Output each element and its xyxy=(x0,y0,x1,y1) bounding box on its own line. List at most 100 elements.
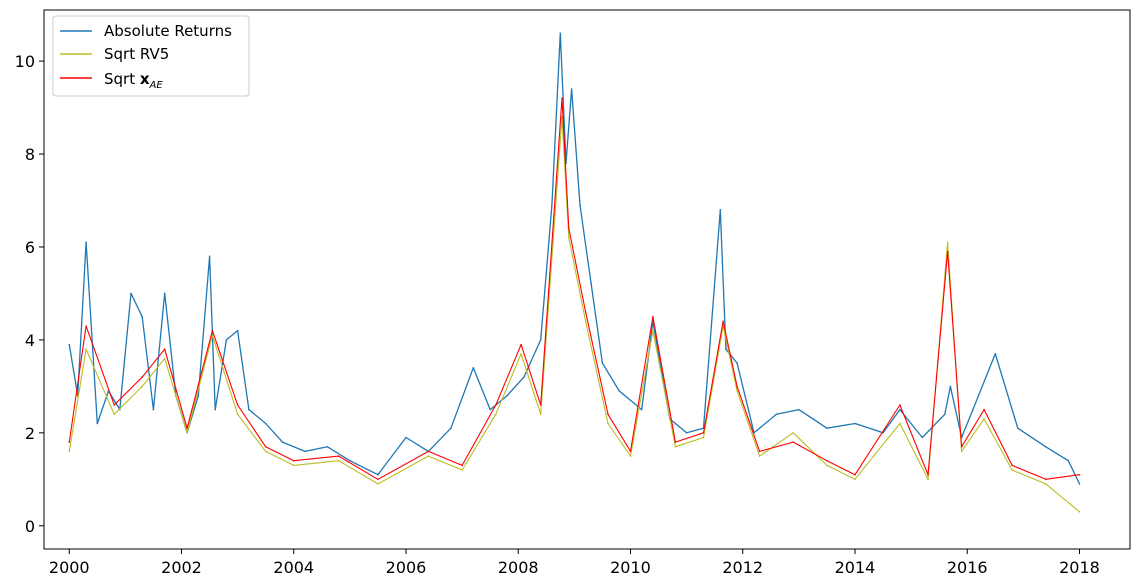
data-point-sqrt-x-ae xyxy=(1045,478,1047,481)
legend-box xyxy=(52,15,250,97)
x-tick-label-2014: 2014 xyxy=(835,558,876,577)
data-point-absolute-returns xyxy=(68,343,71,346)
data-point-sqrt-x-ae xyxy=(461,464,463,467)
data-point-sqrt-rv5 xyxy=(461,469,463,471)
legend-label-sqrt-rv5: Sqrt RV5 xyxy=(104,45,169,63)
data-point-absolute-returns xyxy=(944,413,946,416)
data-point-absolute-returns xyxy=(326,446,329,448)
x-tick-label-2010: 2010 xyxy=(610,558,651,577)
data-point-sqrt-x-ae xyxy=(211,329,214,332)
y-tick-label-4: 4 xyxy=(25,331,35,350)
data-point-sqrt-rv5 xyxy=(113,413,115,416)
data-point-sqrt-rv5 xyxy=(1078,511,1081,513)
data-point-absolute-returns xyxy=(96,422,99,425)
data-point-sqrt-rv5 xyxy=(186,432,188,434)
data-point-absolute-returns xyxy=(163,292,166,295)
data-point-absolute-returns xyxy=(921,436,924,439)
data-point-absolute-returns xyxy=(523,376,525,378)
x-tick-label-2004: 2004 xyxy=(273,558,314,577)
data-point-sqrt-rv5 xyxy=(141,385,143,388)
x-tick-label-2018: 2018 xyxy=(1059,558,1100,577)
data-point-sqrt-rv5 xyxy=(568,236,570,239)
x-tick-label-2008: 2008 xyxy=(498,558,539,577)
data-point-absolute-returns xyxy=(489,408,492,411)
data-point-sqrt-rv5 xyxy=(561,116,563,118)
data-point-sqrt-x-ae xyxy=(960,446,963,448)
y-tick-label-10: 10 xyxy=(15,52,35,71)
data-point-sqrt-rv5 xyxy=(377,483,379,485)
data-point-absolute-returns xyxy=(539,339,542,341)
x-tick-label-2000: 2000 xyxy=(49,558,90,577)
data-point-sqrt-rv5 xyxy=(983,418,985,420)
data-point-sqrt-rv5 xyxy=(236,413,239,416)
data-point-sqrt-rv5 xyxy=(211,334,214,337)
data-point-sqrt-x-ae xyxy=(68,441,71,443)
data-point-absolute-returns xyxy=(736,362,738,364)
data-point-absolute-returns xyxy=(640,408,643,411)
x-tick-label-2016: 2016 xyxy=(947,558,988,577)
data-point-absolute-returns xyxy=(225,339,228,341)
data-point-sqrt-x-ae xyxy=(854,473,856,476)
data-point-sqrt-rv5 xyxy=(68,450,71,453)
data-point-absolute-returns xyxy=(590,283,592,285)
data-point-sqrt-x-ae xyxy=(629,450,632,453)
y-tick-label-2: 2 xyxy=(25,424,35,443)
data-point-absolute-returns xyxy=(972,408,974,411)
axes-layer: 2000 2002 2004 2006 2008 2010 2012 2014 2016 2018… xyxy=(15,52,1100,577)
data-point-sqrt-x-ae xyxy=(607,413,609,416)
data-point-sqrt-x-ae xyxy=(377,478,379,481)
data-point-sqrt-x-ae xyxy=(520,343,522,346)
data-point-sqrt-rv5 xyxy=(674,446,677,448)
y-tick-label-0: 0 xyxy=(25,517,35,536)
data-point-sqrt-x-ae xyxy=(85,325,87,327)
data-point-absolute-returns xyxy=(899,408,901,411)
data-point-sqrt-rv5 xyxy=(1011,469,1013,471)
data-point-sqrt-x-ae xyxy=(946,250,949,253)
data-point-sqrt-rv5 xyxy=(960,450,963,453)
legend-label-sqrt-x-ae-bold: x xyxy=(140,70,150,88)
data-point-absolute-returns xyxy=(248,408,250,411)
data-point-sqrt-rv5 xyxy=(652,329,654,332)
data-point-absolute-returns xyxy=(236,329,239,332)
data-point-absolute-returns xyxy=(506,394,508,397)
data-point-absolute-returns xyxy=(208,255,211,258)
data-point-sqrt-x-ae xyxy=(722,320,724,323)
data-point-sqrt-x-ae xyxy=(568,227,570,230)
legend-label-sqrt-x-ae: Sqrt xAE xyxy=(104,70,163,91)
data-point-absolute-returns xyxy=(377,473,379,476)
data-point-absolute-returns xyxy=(618,390,621,392)
data-point-sqrt-x-ae xyxy=(927,473,929,476)
data-point-absolute-returns xyxy=(559,32,562,34)
data-point-absolute-returns xyxy=(1017,427,1019,430)
data-point-sqrt-rv5 xyxy=(85,348,87,351)
data-point-absolute-returns xyxy=(85,241,87,244)
data-point-sqrt-rv5 xyxy=(584,320,587,323)
data-point-sqrt-x-ae xyxy=(163,348,166,351)
data-point-sqrt-rv5 xyxy=(702,436,705,439)
data-point-sqrt-rv5 xyxy=(927,478,929,481)
series-layer xyxy=(68,32,1081,513)
data-point-sqrt-rv5 xyxy=(854,478,856,481)
data-point-absolute-returns xyxy=(994,353,997,355)
data-point-sqrt-rv5 xyxy=(899,422,901,425)
x-tick-label-2006: 2006 xyxy=(386,558,427,577)
data-point-absolute-returns xyxy=(854,422,856,425)
data-point-sqrt-rv5 xyxy=(946,241,949,244)
legend: Absolute Returns Sqrt RV5 Sqrt xAE xyxy=(52,15,250,97)
data-point-sqrt-x-ae xyxy=(495,404,497,406)
data-point-sqrt-rv5 xyxy=(1045,483,1047,485)
data-point-sqrt-x-ae xyxy=(1011,464,1013,467)
data-point-absolute-returns xyxy=(214,408,216,411)
data-point-sqrt-rv5 xyxy=(495,413,497,416)
data-point-sqrt-x-ae xyxy=(539,404,542,406)
data-point-sqrt-x-ae xyxy=(826,459,828,462)
data-point-sqrt-rv5 xyxy=(520,353,522,355)
data-point-absolute-returns xyxy=(719,209,722,211)
x-tick-label-2012: 2012 xyxy=(722,558,763,577)
data-point-absolute-returns xyxy=(304,450,306,453)
data-point-absolute-returns xyxy=(197,394,200,397)
data-point-sqrt-rv5 xyxy=(792,432,795,434)
data-point-absolute-returns xyxy=(130,292,132,295)
y-tick-label-6: 6 xyxy=(25,238,35,257)
